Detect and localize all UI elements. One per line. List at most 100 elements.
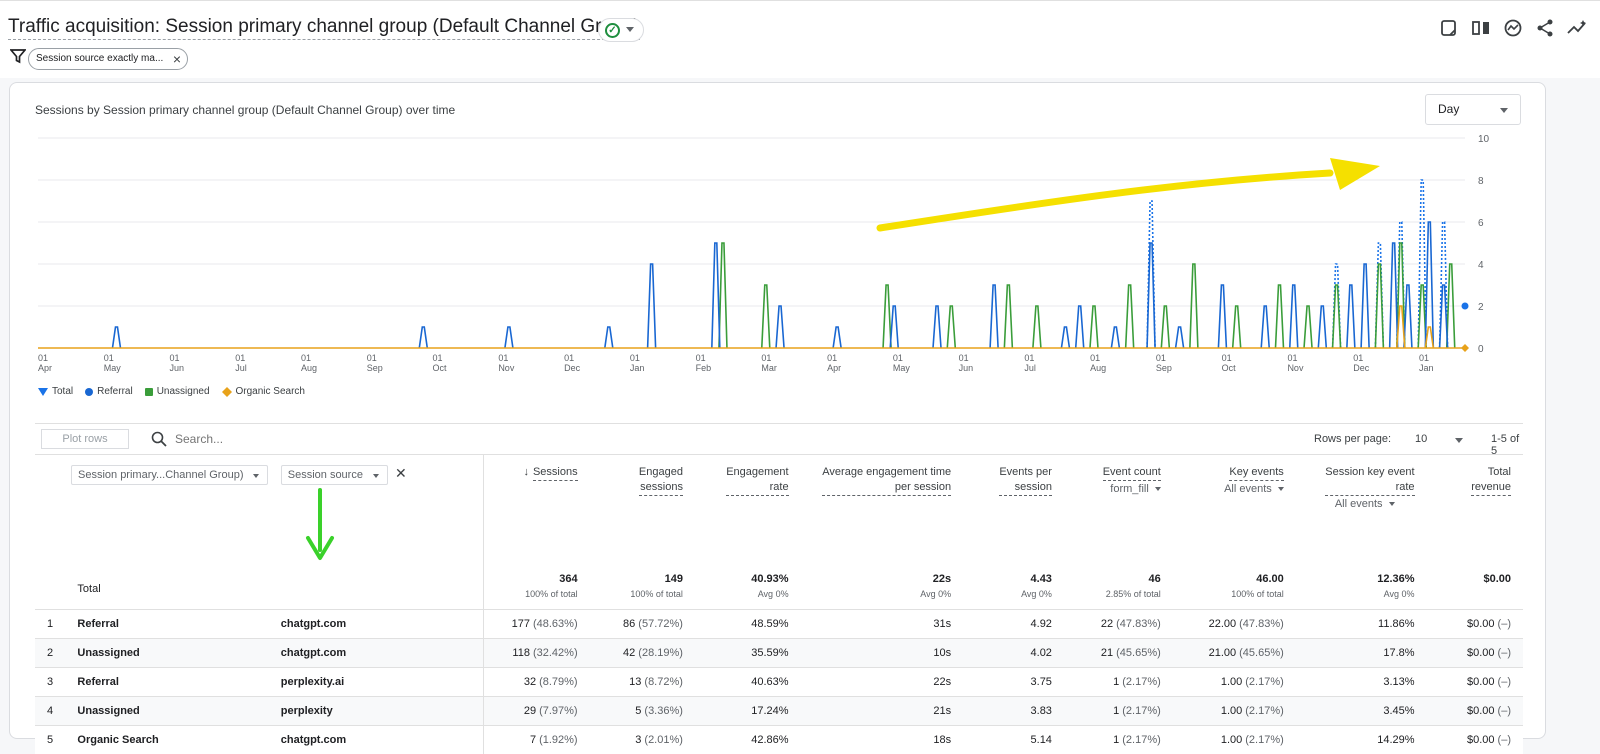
primary-dimension-select[interactable]: Session primary...Channel Group)	[71, 465, 269, 485]
col-sessions[interactable]: ↓ Sessions	[483, 455, 589, 573]
data-table-section: Plot rows Rows per page: 10 1-5 of 5 Ses…	[35, 423, 1523, 754]
chevron-down-icon[interactable]	[1455, 438, 1463, 443]
edit-comparison-icon[interactable]	[1438, 17, 1460, 39]
metric-cell: 18s	[800, 724, 964, 754]
metric-share: (2.17%)	[1122, 733, 1161, 746]
metric-share: (7.97%)	[539, 704, 578, 717]
col-engagement-rate[interactable]: Engagement rate	[695, 455, 801, 573]
legend-item-unassigned[interactable]: Unassigned	[144, 386, 210, 397]
metric-share: (47.83%)	[1239, 617, 1284, 630]
x-tick-label: Jul	[235, 363, 247, 373]
insights-icon[interactable]	[1502, 17, 1524, 39]
x-tick-label: Dec	[564, 363, 581, 373]
metric-cell: 1.00 (2.17%)	[1172, 666, 1296, 696]
unassigned-series-mark	[1417, 284, 1427, 349]
plot-rows-button[interactable]: Plot rows	[41, 429, 129, 449]
organic-search-series-mark	[1395, 305, 1406, 349]
legend-item-total[interactable]: Total	[38, 386, 73, 397]
page-title: Traffic acquisition: Session primary cha…	[8, 15, 640, 40]
share-icon[interactable]	[1534, 17, 1556, 39]
metric-cell: 32 (8.79%)	[483, 666, 590, 696]
report-actions	[1438, 17, 1588, 39]
total-subtext: Avg 0%	[757, 589, 789, 599]
channel-cell: Referral	[73, 666, 277, 696]
compare-icon[interactable]	[1470, 17, 1492, 39]
col-event-count[interactable]: Event count form_fill	[1064, 455, 1173, 573]
metric-value: 21	[1100, 646, 1114, 659]
key-event-filter-select[interactable]: All events	[1173, 483, 1284, 495]
table-row[interactable]: 4 Unassigned perplexity 29 (7.97%) 5 (3.36%) 17…	[35, 695, 1523, 725]
report-status-button[interactable]: ✓	[598, 18, 644, 42]
filter-icon[interactable]	[9, 48, 27, 64]
metric-value: $0.00	[1467, 733, 1495, 746]
dimension-label: Session source	[287, 469, 363, 481]
metric-cell: 1.00 (2.17%)	[1172, 695, 1296, 725]
metric-cell: 5 (3.36%)	[589, 695, 695, 725]
channel-cell: Unassigned	[73, 695, 277, 725]
x-tick-label: Oct	[1222, 363, 1237, 373]
table-search-input[interactable]	[175, 429, 475, 449]
x-tick-label: Jun	[959, 363, 974, 373]
metric-value: 3.13%	[1383, 675, 1415, 688]
metric-cell: 5.14	[963, 724, 1064, 754]
referral-series-mark	[1217, 284, 1228, 349]
metric-value: 3.45%	[1383, 704, 1415, 717]
table-row[interactable]: 2 Unassigned chatgpt.com 118 (32.42%) 42 (28.1…	[35, 637, 1523, 667]
referral-series-mark	[775, 305, 785, 349]
metric-share: (57.72%)	[638, 617, 683, 630]
metric-value: $0.00	[1467, 617, 1495, 630]
col-events-per-session[interactable]: Events per session	[963, 455, 1064, 573]
referral-series-mark	[1346, 284, 1356, 349]
table-row[interactable]: 1 Referral chatgpt.com 177 (48.63%) 86 (57.72%…	[35, 608, 1523, 638]
total-value: 4.43	[1030, 573, 1052, 585]
metric-cell: 10s	[800, 637, 964, 667]
metric-cell: $0.00 (–)	[1426, 608, 1523, 638]
metric-value: 32	[523, 675, 537, 688]
totals-row: Total 364 100% of total 149 100% of total 40…	[35, 573, 1523, 609]
metric-value: 1.00	[1220, 704, 1243, 717]
metric-share: (1.92%)	[539, 733, 578, 746]
granularity-select[interactable]: Day	[1425, 94, 1521, 125]
filter-chip[interactable]: Session source exactly ma... ×	[28, 48, 188, 70]
legend-item-organic-search[interactable]: Organic Search	[221, 386, 305, 397]
referral-series-mark	[932, 305, 942, 349]
metric-cell: 3.75	[963, 666, 1064, 696]
metric-share: (3.36%)	[644, 704, 683, 717]
event-filter-select[interactable]: form_fill	[1064, 483, 1161, 495]
col-key-events[interactable]: Key events All events	[1173, 455, 1296, 573]
secondary-dimension-select[interactable]: Session source	[280, 465, 388, 485]
col-avg-engagement-time[interactable]: Average engagement time per session	[801, 455, 964, 573]
referral-series-mark	[1424, 221, 1435, 349]
row-number: 4	[35, 695, 74, 725]
referral-series-mark	[418, 326, 429, 349]
referral-series-mark	[1360, 263, 1370, 349]
total-cell: 22s Avg 0%	[801, 573, 964, 609]
x-tick-label: Feb	[696, 363, 712, 373]
key-event-rate-filter-select[interactable]: All events	[1296, 498, 1415, 510]
x-tick-label: Jul	[1024, 363, 1036, 373]
col-engaged-sessions[interactable]: Engaged sessions	[590, 455, 695, 573]
x-tick-label: 01	[367, 353, 377, 363]
referral-series-mark	[1146, 242, 1156, 349]
unassigned-series-mark	[1331, 284, 1342, 349]
chevron-down-icon	[1500, 108, 1508, 113]
legend-item-referral[interactable]: Referral	[85, 386, 133, 397]
metric-value: 11.86%	[1378, 617, 1415, 630]
x-tick-label: 01	[498, 353, 508, 363]
x-tick-label: Nov	[498, 363, 515, 373]
row-number: 2	[35, 637, 74, 667]
remove-dimension-icon[interactable]: ✕	[395, 465, 407, 481]
table-row[interactable]: 5 Organic Search chatgpt.com 7 (1.92%) 3 (2.01…	[35, 724, 1523, 754]
metric-share: (45.65%)	[1116, 646, 1161, 659]
trend-spark-icon[interactable]	[1566, 17, 1588, 39]
total-cell: 40.93% Avg 0%	[695, 573, 801, 609]
table-row[interactable]: 3 Referral perplexity.ai 32 (8.79%) 13 (8.72%)…	[35, 666, 1523, 696]
close-icon[interactable]: ×	[172, 51, 181, 67]
col-session-key-event-rate[interactable]: Session key event rate All events	[1296, 455, 1427, 573]
rows-per-page-select[interactable]: 10	[1415, 433, 1428, 445]
x-tick-label: Apr	[38, 363, 52, 373]
source-cell: chatgpt.com	[276, 637, 484, 667]
referral-series-mark	[1388, 242, 1399, 349]
col-total-revenue[interactable]: Total revenue	[1427, 455, 1523, 573]
metric-cell: 1.00 (2.17%)	[1172, 724, 1296, 754]
